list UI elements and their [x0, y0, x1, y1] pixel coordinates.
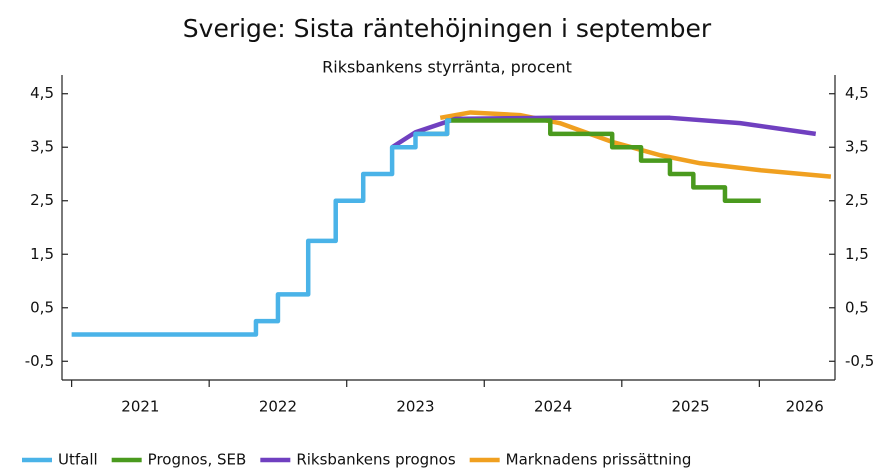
y2-tick-label: 3,5 [845, 138, 869, 156]
y-tick-label: 1,5 [30, 245, 54, 263]
y2-tick-label: 2,5 [845, 191, 869, 209]
x-tick-label: 2023 [396, 398, 434, 416]
chart-title: Sverige: Sista räntehöjningen i septembe… [183, 14, 712, 43]
x-tick-label: 2021 [121, 398, 159, 416]
y-tick-label: -0,5 [25, 352, 54, 370]
legend-label: Marknadens prissättning [506, 451, 692, 468]
y2-tick-label: 0,5 [845, 298, 869, 316]
x-tick-label: 2024 [534, 398, 572, 416]
y2-tick-label: 1,5 [845, 245, 869, 263]
x-tick-label: 2025 [671, 398, 709, 416]
legend-label: Riksbankens prognos [296, 451, 456, 468]
y-tick-label: 4,5 [30, 84, 54, 102]
y2-tick-label: 4,5 [845, 84, 869, 102]
x-tick-label: 2026 [786, 398, 824, 416]
series-line [71, 118, 452, 337]
legend-label: Prognos, SEB [148, 451, 247, 468]
y-tick-label: 2,5 [30, 191, 54, 209]
chart-subtitle: Riksbankens styrränta, procent [322, 58, 572, 77]
legend-label: Utfall [58, 451, 98, 468]
series-line [416, 118, 761, 203]
y-tick-label: 3,5 [30, 138, 54, 156]
y2-tick-label: -0,5 [845, 352, 874, 370]
x-tick-label: 2022 [259, 398, 297, 416]
y-tick-label: 0,5 [30, 298, 54, 316]
